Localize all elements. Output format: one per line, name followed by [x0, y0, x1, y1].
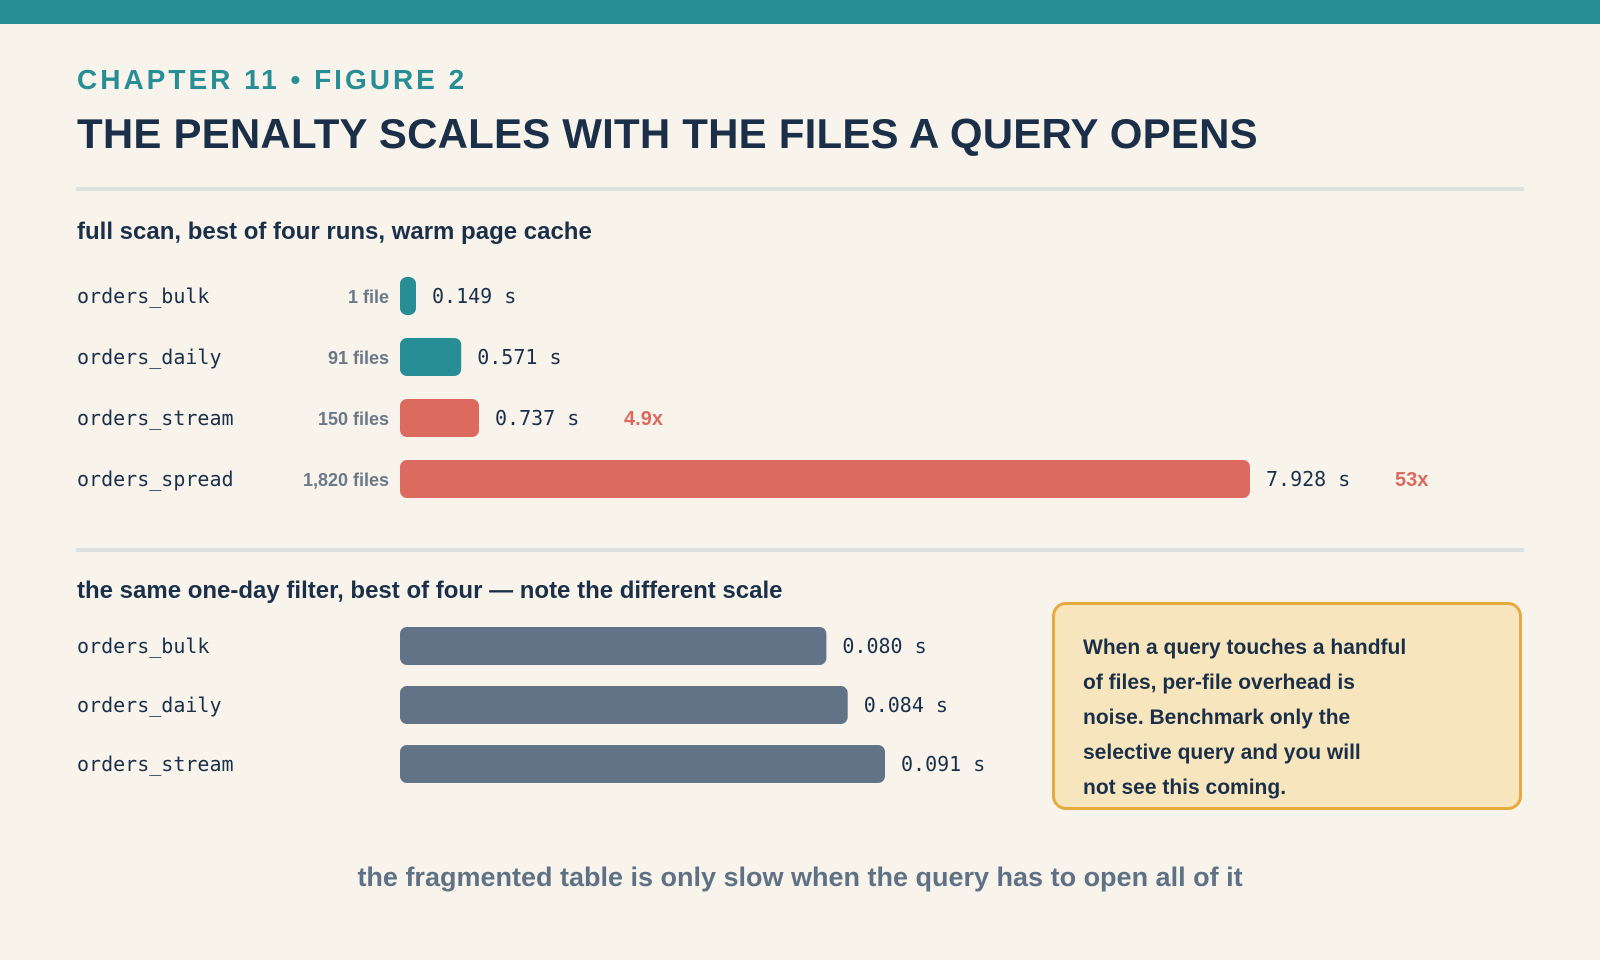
callout-line: noise. Benchmark only the [1083, 706, 1351, 729]
full-scan-bar-chart: orders_bulk 1 file 0.149 s orders_daily 91 f… [77, 277, 1428, 498]
top-accent-bar [0, 0, 1600, 24]
value-label: 0.084 s [864, 693, 948, 717]
multiplier-label: 53x [1395, 469, 1428, 491]
callout-line: not see this coming. [1083, 776, 1287, 799]
callout-line: When a query touches a handful [1083, 636, 1407, 659]
callout-line: of files, per-file overhead is [1083, 671, 1355, 694]
value-label: 0.080 s [842, 634, 926, 658]
figure-title: THE PENALTY SCALES WITH THE FILES A QUER… [77, 110, 1258, 157]
callout-note: When a query touches a handful of files,… [1052, 602, 1522, 810]
value-label: 7.928 s [1266, 467, 1350, 491]
bar-orders_spread [400, 460, 1250, 498]
file-count-label: 1 file [348, 287, 389, 307]
top-divider [76, 187, 1524, 191]
value-label: 0.737 s [495, 406, 579, 430]
bar-orders_bulk [400, 627, 827, 665]
bar-orders_daily [400, 686, 848, 724]
bar-orders_daily [400, 338, 462, 376]
file-count-label: 1,820 files [303, 470, 389, 490]
callout-line: selective query and you will [1083, 741, 1361, 764]
bar-orders_bulk [400, 277, 416, 315]
row-label-orders_spread: orders_spread [77, 467, 234, 491]
row-label-orders_daily: orders_daily [77, 693, 222, 717]
full-scan-chart-title: full scan, best of four runs, warm page … [77, 218, 592, 245]
value-label: 0.571 s [477, 345, 561, 369]
filter-chart-title: the same one-day filter, best of four — … [77, 577, 783, 604]
value-label: 0.149 s [432, 284, 516, 308]
figure-kicker: CHAPTER 11 • FIGURE 2 [77, 64, 468, 95]
row-label-orders_stream: orders_stream [77, 406, 234, 430]
row-label-orders_bulk: orders_bulk [77, 284, 209, 308]
bar-orders_stream [400, 745, 885, 783]
multiplier-label: 4.9x [624, 408, 663, 430]
one-day-filter-bar-chart: orders_bulk 0.080 s orders_daily 0.084 s ord… [77, 627, 985, 783]
row-label-orders_stream: orders_stream [77, 752, 234, 776]
row-label-orders_bulk: orders_bulk [77, 634, 209, 658]
bar-orders_stream [400, 399, 480, 437]
middle-divider [76, 548, 1524, 552]
footer-caption: the fragmented table is only slow when t… [357, 862, 1243, 892]
file-count-label: 91 files [328, 348, 389, 368]
row-label-orders_daily: orders_daily [77, 345, 222, 369]
value-label: 0.091 s [901, 752, 985, 776]
file-count-label: 150 files [318, 409, 389, 429]
